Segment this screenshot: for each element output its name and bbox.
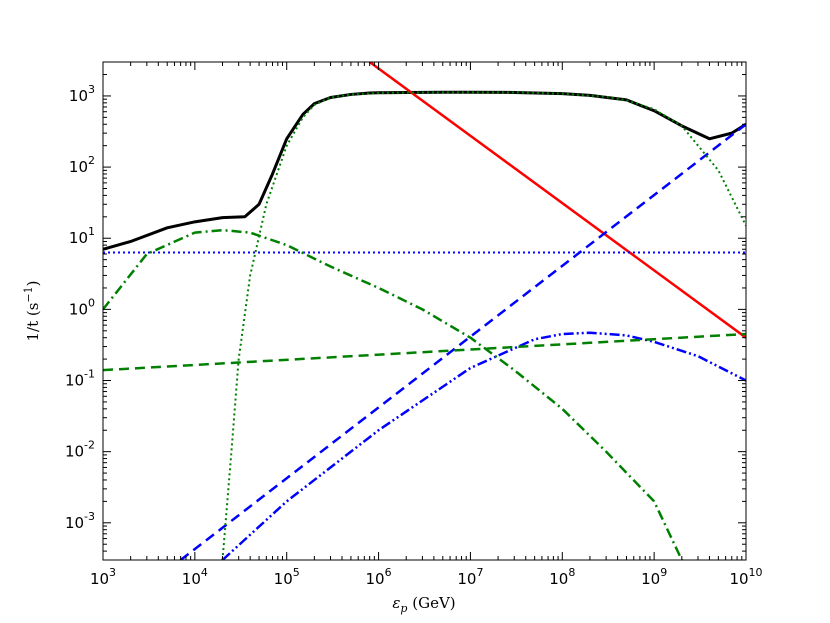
series-2-line bbox=[368, 62, 746, 339]
x-tick-exp: 5 bbox=[293, 566, 300, 579]
x-tick-label: 108 bbox=[549, 566, 575, 588]
y-tick-label: 103 bbox=[69, 83, 95, 105]
y-axis-label-close: ) bbox=[24, 280, 42, 286]
x-tick-label: 109 bbox=[641, 566, 667, 588]
y-tick-base: 10 bbox=[65, 514, 84, 532]
x-tick-exp: 6 bbox=[385, 566, 392, 579]
x-axis-label-sub: p bbox=[400, 602, 407, 615]
y-tick-exp: 0 bbox=[88, 296, 95, 309]
x-axis-label-symbol: ε bbox=[392, 594, 400, 612]
y-tick-base: 10 bbox=[69, 87, 88, 105]
y-tick-exp: 1 bbox=[88, 225, 95, 238]
y-tick-label: 102 bbox=[69, 154, 95, 176]
x-tick-label: 103 bbox=[90, 566, 116, 588]
x-tick-base: 10 bbox=[182, 570, 201, 588]
plot-frame bbox=[102, 61, 747, 561]
x-tick-label: 104 bbox=[182, 566, 208, 588]
x-tick-exp: 7 bbox=[476, 566, 483, 579]
x-tick-base: 10 bbox=[549, 570, 568, 588]
y-tick-exp: -2 bbox=[84, 439, 95, 452]
x-tick-base: 10 bbox=[457, 570, 476, 588]
x-tick-exp: 4 bbox=[201, 566, 208, 579]
x-axis-label: εp (GeV) bbox=[392, 594, 455, 615]
y-tick-base: 10 bbox=[65, 443, 84, 461]
x-tick-exp: 3 bbox=[109, 566, 116, 579]
x-tick-label: 105 bbox=[274, 566, 300, 588]
x-tick-base: 10 bbox=[641, 570, 660, 588]
tick-layer: 103 104 105 106 107 108 109 101010-310-210-1100… bbox=[65, 61, 763, 588]
axis-labels: εp (GeV) 1/t (s−1) bbox=[22, 280, 456, 615]
y-tick-label: 10-1 bbox=[65, 368, 95, 390]
y-tick-base: 10 bbox=[65, 372, 84, 390]
y-tick-exp: 3 bbox=[88, 83, 95, 96]
series-7-line bbox=[103, 228, 683, 560]
x-axis-label-rest: (GeV) bbox=[407, 594, 455, 612]
x-tick-label: 1010 bbox=[729, 566, 762, 588]
series-6-line bbox=[103, 332, 746, 372]
series-layer bbox=[103, 62, 746, 560]
y-axis-label-main: 1/t (s bbox=[24, 303, 42, 342]
y-tick-base: 10 bbox=[69, 229, 88, 247]
y-tick-exp: -1 bbox=[84, 368, 95, 381]
x-tick-exp: 10 bbox=[749, 566, 763, 579]
x-tick-base: 10 bbox=[90, 570, 109, 588]
x-tick-label: 107 bbox=[457, 566, 483, 588]
x-tick-base: 10 bbox=[274, 570, 293, 588]
x-tick-label: 106 bbox=[366, 566, 392, 588]
plot-area bbox=[103, 62, 746, 560]
y-tick-base: 10 bbox=[69, 300, 88, 318]
y-tick-exp: 2 bbox=[88, 154, 95, 167]
y-tick-label: 10-3 bbox=[65, 510, 95, 532]
y-tick-base: 10 bbox=[69, 158, 88, 176]
y-tick-label: 101 bbox=[69, 225, 95, 247]
series-8-line bbox=[221, 91, 746, 560]
y-tick-label: 10-2 bbox=[65, 439, 95, 461]
y-tick-exp: -3 bbox=[84, 510, 95, 523]
series-3-line bbox=[179, 123, 746, 560]
y-axis-label: 1/t (s−1) bbox=[22, 280, 42, 341]
y-axis-label-sup: −1 bbox=[22, 286, 35, 302]
series-5-line bbox=[221, 331, 746, 560]
x-tick-base: 10 bbox=[366, 570, 385, 588]
x-tick-exp: 9 bbox=[660, 566, 667, 579]
x-tick-exp: 8 bbox=[568, 566, 575, 579]
series-1-line bbox=[103, 90, 746, 251]
x-tick-base: 10 bbox=[729, 570, 748, 588]
y-tick-label: 100 bbox=[69, 296, 95, 318]
